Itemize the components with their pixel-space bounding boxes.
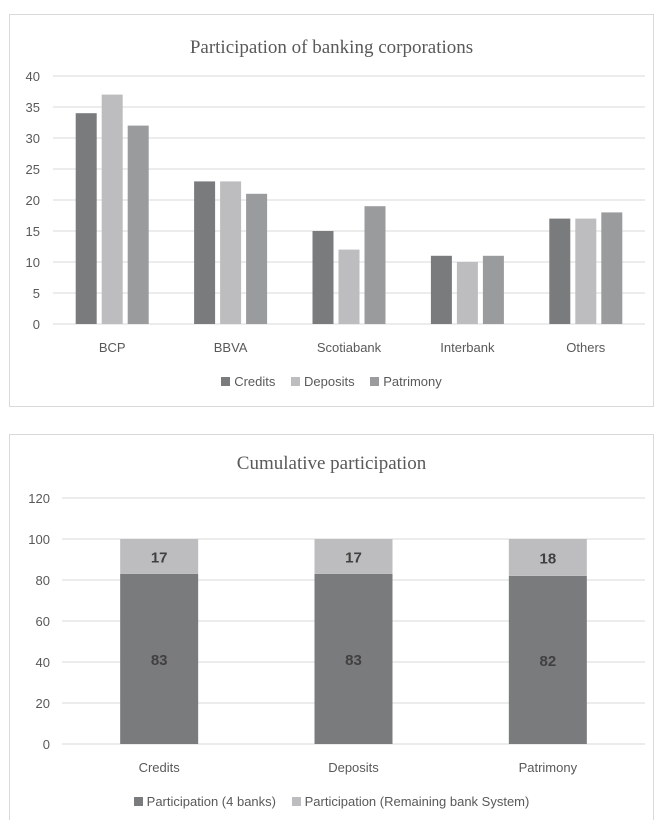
- bar-patrimony: [601, 212, 623, 324]
- bar-credits: [194, 181, 216, 324]
- legend-item-patrimony: Patrimony: [370, 374, 442, 389]
- y-tick-label: 20: [26, 193, 40, 208]
- x-tick-label: Patrimony: [519, 760, 578, 775]
- bar-deposits: [575, 218, 597, 324]
- y-tick-label: 0: [43, 737, 50, 752]
- y-tick-label: 120: [28, 491, 50, 506]
- chart-legend: Credits Deposits Patrimony: [10, 374, 653, 389]
- data-label: 82: [539, 653, 556, 670]
- y-tick-label: 25: [26, 162, 40, 177]
- legend-swatch-remaining: [291, 797, 301, 806]
- bar-deposits: [338, 249, 360, 324]
- y-tick-label: 100: [28, 532, 50, 547]
- legend-swatch-patrimony: [370, 377, 380, 386]
- chart-title: Cumulative participation: [236, 453, 427, 474]
- x-tick-label: BBVA: [214, 340, 248, 355]
- bar-chart-plot: 0 5 10 15 20 25 30 35 40 BCP BBVA Scotiabank Interba…: [26, 69, 645, 355]
- bar-credits: [312, 231, 334, 324]
- x-tick-label: Deposits: [328, 760, 379, 775]
- bar-patrimony: [482, 255, 504, 324]
- bar-segment-4-banks: [508, 575, 587, 744]
- y-tick-label: 5: [33, 286, 40, 301]
- chart-title: Participation of banking corporations: [189, 37, 474, 58]
- bar-deposits: [101, 94, 123, 324]
- y-tick-label: 15: [26, 224, 40, 239]
- bar-segment-remaining: [508, 539, 587, 576]
- y-tick-label: 80: [36, 573, 50, 588]
- data-label: 83: [151, 652, 168, 669]
- bar-credits: [75, 113, 97, 324]
- legend-item-credits: Credits: [221, 374, 275, 389]
- bar-patrimony: [127, 125, 149, 324]
- bar-segment-4-banks: [314, 573, 393, 744]
- bar-patrimony: [364, 206, 386, 324]
- bar-segment-remaining: [120, 539, 199, 574]
- y-tick-label: 60: [36, 614, 50, 629]
- bar-credits: [430, 255, 452, 324]
- chart-cumulative-participation: Cumulative participation 0 20 40 60 80 100 120…: [9, 434, 654, 820]
- legend-label: Participation (4 banks): [146, 794, 276, 809]
- legend-item-remaining: Participation (Remaining bank System): [291, 794, 530, 809]
- data-label: 83: [345, 652, 362, 669]
- legend-item-4-banks: Participation (4 banks): [133, 794, 276, 809]
- y-tick-label: 40: [26, 69, 40, 84]
- y-tick-label: 0: [33, 317, 40, 332]
- x-tick-label: Scotiabank: [317, 340, 382, 355]
- legend-swatch-deposits: [291, 377, 301, 386]
- x-tick-label: Interbank: [440, 340, 495, 355]
- chart-participation-banking: Participation of banking corporations 0 5…: [9, 14, 654, 407]
- legend-item-deposits: Deposits: [291, 374, 355, 389]
- chart-legend: Participation (4 banks) Participation (R…: [10, 794, 653, 809]
- bar-segment-4-banks: [120, 573, 199, 744]
- x-tick-label: Credits: [139, 760, 181, 775]
- legend-label: Deposits: [304, 374, 355, 389]
- y-tick-label: 10: [26, 255, 40, 270]
- data-label: 18: [539, 550, 556, 567]
- bar-deposits: [220, 181, 242, 324]
- bar-credits: [549, 218, 571, 324]
- y-tick-label: 35: [26, 100, 40, 115]
- bar-segment-remaining: [314, 539, 393, 574]
- legend-swatch-4-banks: [133, 797, 143, 806]
- legend-label: Participation (Remaining bank System): [304, 794, 530, 809]
- legend-label: Credits: [234, 374, 276, 389]
- data-label: 17: [151, 549, 168, 566]
- data-label: 17: [345, 549, 362, 566]
- y-tick-label: 30: [26, 131, 40, 146]
- y-tick-label: 40: [36, 655, 50, 670]
- x-tick-label: BCP: [99, 340, 126, 355]
- bar-patrimony: [246, 193, 268, 324]
- y-tick-label: 20: [36, 696, 50, 711]
- x-tick-label: Others: [566, 340, 606, 355]
- bar-deposits: [456, 262, 478, 324]
- legend-swatch-credits: [221, 377, 231, 386]
- stacked-bar-chart-plot: 0 20 40 60 80 100 120 83 17 Credits 83 17 Deposits 82…: [28, 491, 645, 775]
- legend-label: Patrimony: [383, 374, 442, 389]
